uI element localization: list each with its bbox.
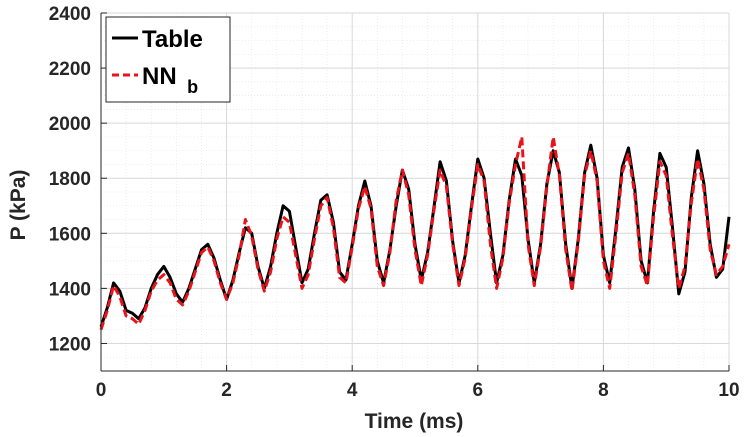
axes — [100, 12, 730, 372]
legend-label-nnb-subscript: b — [187, 77, 198, 97]
x-axis-label: Time (ms) — [365, 410, 464, 433]
y-tick-label: 1800 — [49, 169, 91, 190]
series-layer — [99, 135, 731, 331]
y-tick-label: 1200 — [49, 334, 91, 355]
legend-label-nnb-main: NN — [142, 63, 177, 90]
series-line-nnb — [99, 135, 731, 331]
y-tick-labels: 1200 1400 1600 1800 2000 2200 2400 — [49, 4, 91, 355]
y-tick-label: 2200 — [49, 59, 91, 80]
y-tick-label: 1400 — [49, 279, 91, 300]
x-tick-label: 8 — [598, 380, 609, 401]
x-tick-label: 2 — [221, 380, 232, 401]
y-tick-label: 2000 — [49, 114, 91, 135]
series-line-table — [99, 143, 731, 328]
legend-box — [105, 16, 231, 103]
y-tick-label: 2400 — [49, 4, 91, 25]
x-tick-label: 10 — [718, 380, 739, 401]
y-tick-label: 1600 — [49, 224, 91, 245]
x-tick-label: 4 — [347, 380, 358, 401]
x-tick-label: 0 — [96, 380, 107, 401]
x-tick-label: 6 — [473, 380, 484, 401]
legend-label-table: Table — [142, 26, 203, 53]
x-tick-labels: 0 2 4 6 8 10 — [96, 380, 740, 401]
y-axis-label: P (kPa) — [7, 170, 30, 241]
legend: Table NN b — [105, 16, 231, 103]
legend-label-nnb: NN b — [142, 63, 198, 97]
